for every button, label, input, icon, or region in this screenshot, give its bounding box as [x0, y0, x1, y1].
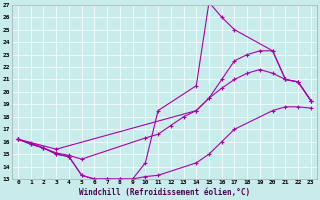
X-axis label: Windchill (Refroidissement éolien,°C): Windchill (Refroidissement éolien,°C)	[79, 188, 250, 197]
